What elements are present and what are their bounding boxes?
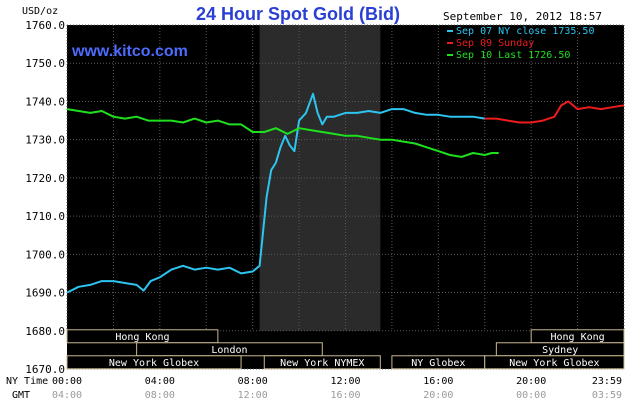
session-label: New York Globex [109, 358, 199, 369]
y-tick-label: 1760.0 [25, 19, 65, 32]
legend-entry: Sep 10 Last 1726.50 [456, 50, 570, 61]
legend-entry: Sep 09 Sunday [456, 38, 534, 49]
session-box [484, 355, 625, 370]
x-tick-label-gmt: 20:00 [423, 390, 453, 401]
session-label: New York Globex [509, 358, 599, 369]
session-label: Sydney [542, 345, 578, 356]
session-label: London [211, 345, 247, 356]
session-label: NY Globex [411, 358, 465, 369]
session-label: New York NYMEX [280, 358, 364, 369]
x-tick-label-ny: 20:00 [516, 376, 546, 387]
session-box [66, 355, 242, 370]
x-tick-label-ny: 00:00 [52, 376, 82, 387]
x-tick-label-ny: 08:00 [238, 376, 268, 387]
x-tick-label-gmt: 16:00 [330, 390, 360, 401]
timestamp: September 10, 2012 18:57 [443, 10, 602, 23]
x-tick-label-ny: 16:00 [423, 376, 453, 387]
x-tick-label-ny: 12:00 [330, 376, 360, 387]
y-tick-label: 1720.0 [25, 172, 65, 185]
x-tick-label-gmt: 00:00 [516, 390, 546, 401]
session-box [263, 355, 381, 370]
gmt-label: GMT [12, 390, 30, 401]
series-line [66, 108, 499, 158]
chart-title: 24 Hour Spot Gold (Bid) [196, 4, 400, 24]
y-tick-label: 1740.0 [25, 95, 65, 108]
y-tick-label: 1700.0 [25, 248, 65, 261]
ny-time-label: NY Time [6, 376, 48, 387]
series-layer [66, 92, 625, 294]
x-tick-label-gmt: 12:00 [238, 390, 268, 401]
session-label: Hong Kong [115, 332, 169, 343]
y-tick-label: 1750.0 [25, 57, 65, 70]
y-tick-label: 1730.0 [25, 134, 65, 147]
y-axis-label: USD/oz [22, 6, 58, 17]
y-tick-label: 1680.0 [25, 325, 65, 338]
series-line [66, 92, 485, 294]
y-tick-label: 1710.0 [25, 210, 65, 223]
brand-watermark: www.kitco.com [71, 43, 188, 60]
x-tick-label-gmt: 03:59 [592, 390, 622, 401]
y-tick-label: 1670.0 [25, 363, 65, 376]
series-line [484, 100, 625, 124]
x-axis-ticks: 00:00 04:00 08:00 12:00 16:00 20:00 23:59 04:00… [52, 376, 622, 401]
x-tick-label-ny: 23:59 [592, 376, 622, 387]
legend-entry: Sep 07 NY close 1735.50 [456, 26, 594, 37]
x-tick-label-gmt: 08:00 [145, 390, 175, 401]
session-label: Hong Kong [550, 332, 604, 343]
trading-sessions: Hong Kong London New York Globex New York N… [66, 329, 625, 370]
y-axis-ticks: 1760.0 1750.0 1740.0 1730.0 1720.0 1710.0 1700… [25, 19, 65, 376]
x-tick-label-ny: 04:00 [145, 376, 175, 387]
x-tick-label-gmt: 04:00 [52, 390, 82, 401]
y-tick-label: 1690.0 [25, 287, 65, 300]
